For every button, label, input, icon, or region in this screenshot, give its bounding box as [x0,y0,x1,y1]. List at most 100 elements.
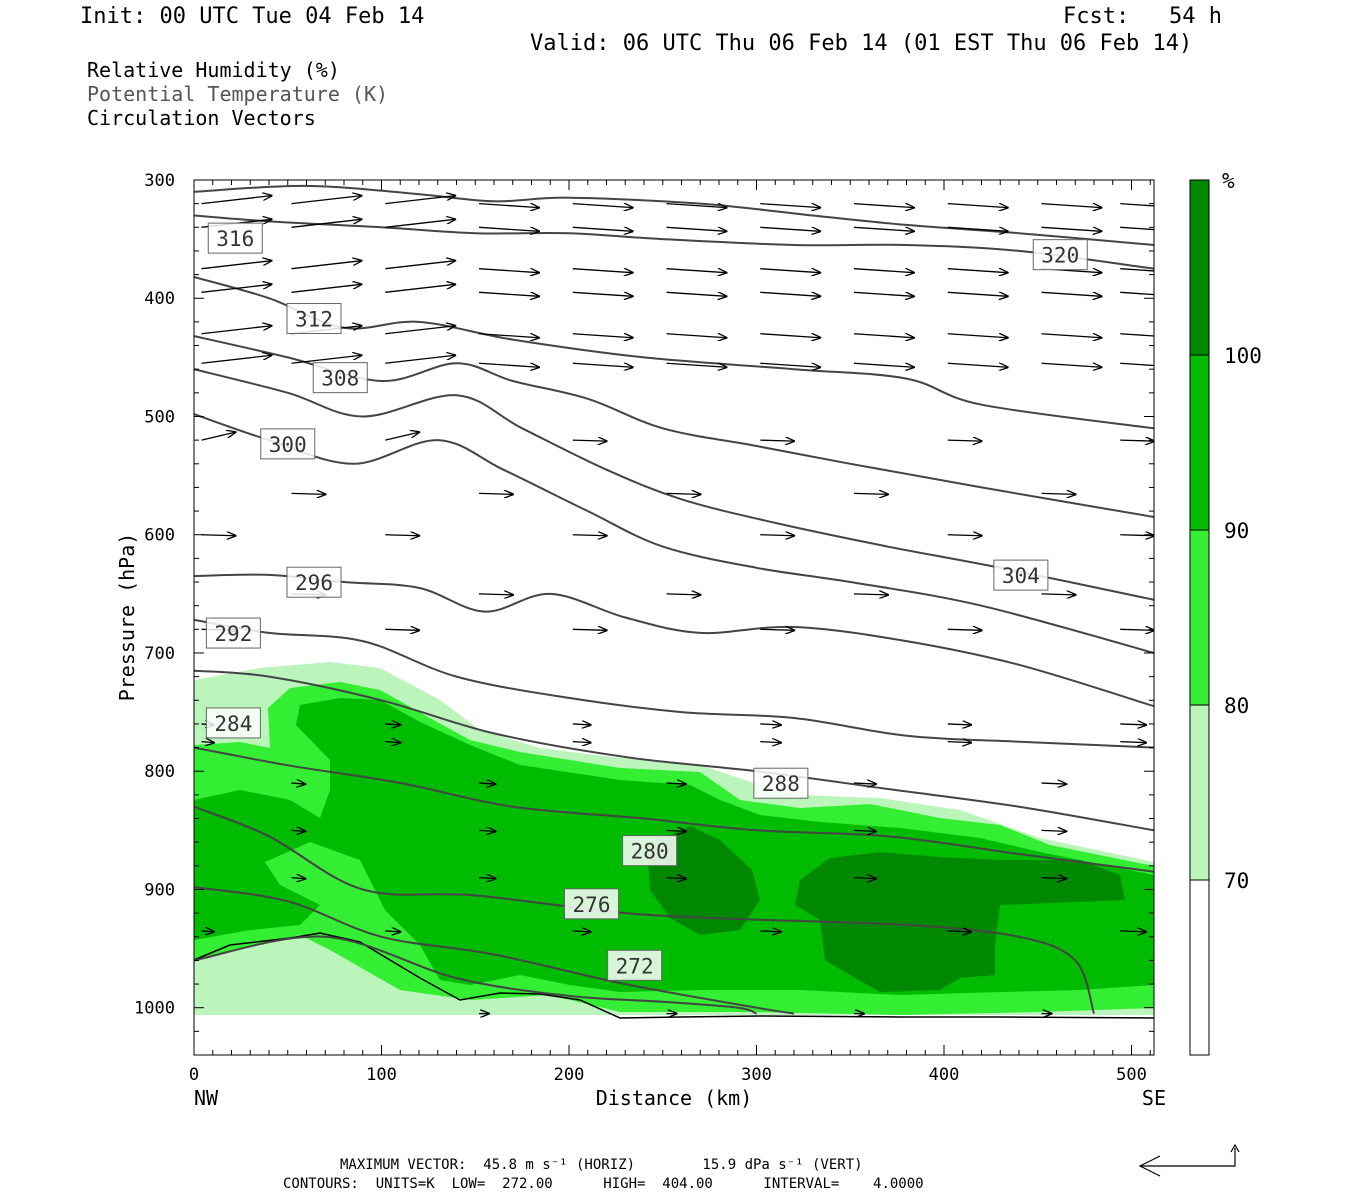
isentrope-272 [194,935,757,1015]
circulation-vector [1120,333,1154,337]
circulation-vector [1120,362,1154,367]
circulation-vector [572,362,633,367]
circulation-vector [201,355,272,364]
circulation-vector [478,493,513,494]
circulation-vector [478,362,539,367]
circulation-vector [201,742,215,743]
isentrope-label-box [286,566,342,598]
isentrope-label: 292 [214,622,252,646]
y-tick-label: 400 [144,289,175,309]
circulation-vector [760,629,794,630]
circulation-vector [666,291,727,296]
circulation-vector [947,742,971,743]
circulation-vector [478,203,539,208]
contours-note: CONTOURS: UNITS=K LOW= 272.00 HIGH= 404.… [283,1176,924,1192]
circulation-vector [947,226,1008,231]
isentrope-label: 280 [631,840,669,864]
x-tick-label: 300 [741,1065,772,1085]
circulation-vector [853,333,914,338]
circulation-vector [201,931,215,932]
circulation-vector [478,268,539,273]
circulation-vector [666,830,686,831]
max-vector-note: MAXIMUM VECTOR: 45.8 m s⁻¹ (HORIZ) 15.9 … [340,1157,863,1173]
circulation-vector [853,493,888,494]
isentrope-label: 296 [295,571,333,595]
circulation-vector [947,268,1008,273]
circulation-vector [666,362,727,367]
x-tick-label: 400 [929,1065,960,1085]
circulation-vector [947,291,1008,296]
circulation-vector [1041,783,1067,784]
circulation-vector [760,724,781,725]
circulation-vector [572,291,633,296]
circulation-vector [291,355,362,364]
circulation-vector [853,594,888,595]
colorbar-level-label: 70 [1224,869,1249,893]
isentrope-284 [194,746,1154,873]
circulation-vector [947,724,971,725]
circulation-vector [1120,268,1154,272]
circulation-vector [760,362,820,367]
isentrope-label-box [286,303,342,335]
circulation-vector [201,432,236,441]
circulation-vector [478,333,539,338]
circulation-vector [947,535,982,536]
circulation-vector [666,493,701,494]
circulation-vector [666,783,686,784]
circulation-vector [291,284,362,293]
circulation-vector [1041,830,1067,831]
circulation-vector [201,261,272,270]
terrain-line [194,932,1154,1019]
circulation-vector [572,440,607,441]
isentrope-label-box [993,559,1049,591]
isentrope-288 [194,669,1154,832]
field-vectors-label: Circulation Vectors [87,106,316,130]
isentrope-label-box [1032,239,1088,271]
circulation-vector [853,878,876,879]
x-tick-label: 0 [189,1065,199,1085]
y-tick-label: 300 [144,171,175,191]
circulation-vector [947,362,1008,367]
circulation-vector [572,203,633,208]
circulation-vector [478,830,496,831]
field-rh-label: Relative Humidity (%) [87,58,340,82]
isentrope-label-box [753,767,809,799]
isentrope-304 [194,368,1154,601]
circulation-vector [1120,291,1154,296]
colorbar: 70 80 90 100% [1189,169,1262,1056]
isentrope-label-box [622,835,678,867]
isentrope-label-box [564,888,619,920]
plot-frame [193,179,1155,1056]
circulation-vector [572,742,591,743]
isentrope-label: 308 [321,367,359,391]
circulation-vector [201,535,236,536]
circulation-vector [1041,878,1067,879]
circulation-vector [291,878,306,879]
isentrope-296 [194,573,1154,708]
colorbar-level-label: 90 [1224,519,1249,543]
circulation-vector [666,878,686,879]
colorbar-band [1189,529,1210,706]
circulation-vector [572,629,607,630]
circulation-vector [1041,594,1076,595]
circulation-vector [760,203,820,208]
circulation-vector [478,594,513,595]
circulation-vector [1120,742,1146,743]
circulation-vector [291,830,306,831]
circulation-vector [1120,629,1154,630]
circulation-vector [760,931,781,932]
isentrope-label-box [205,617,261,649]
isentrope-label: 300 [269,433,307,457]
circulation-vector [291,493,326,494]
circulation-vector [666,333,727,338]
circulation-vector [1120,226,1154,231]
circulation-vectors [201,196,1154,1014]
isentrope-label: 312 [295,308,333,332]
y-axis-label: Pressure (hPa) [115,533,139,702]
axes: 0 100 200 300 400 500 300 400 500 600 700 800 900 100… [115,171,1166,1110]
isentrope-label: 272 [616,954,654,978]
isentrope-280 [194,805,1095,1014]
circulation-vector [478,226,539,231]
circulation-vector [385,742,400,743]
circulation-vector [1041,333,1102,338]
